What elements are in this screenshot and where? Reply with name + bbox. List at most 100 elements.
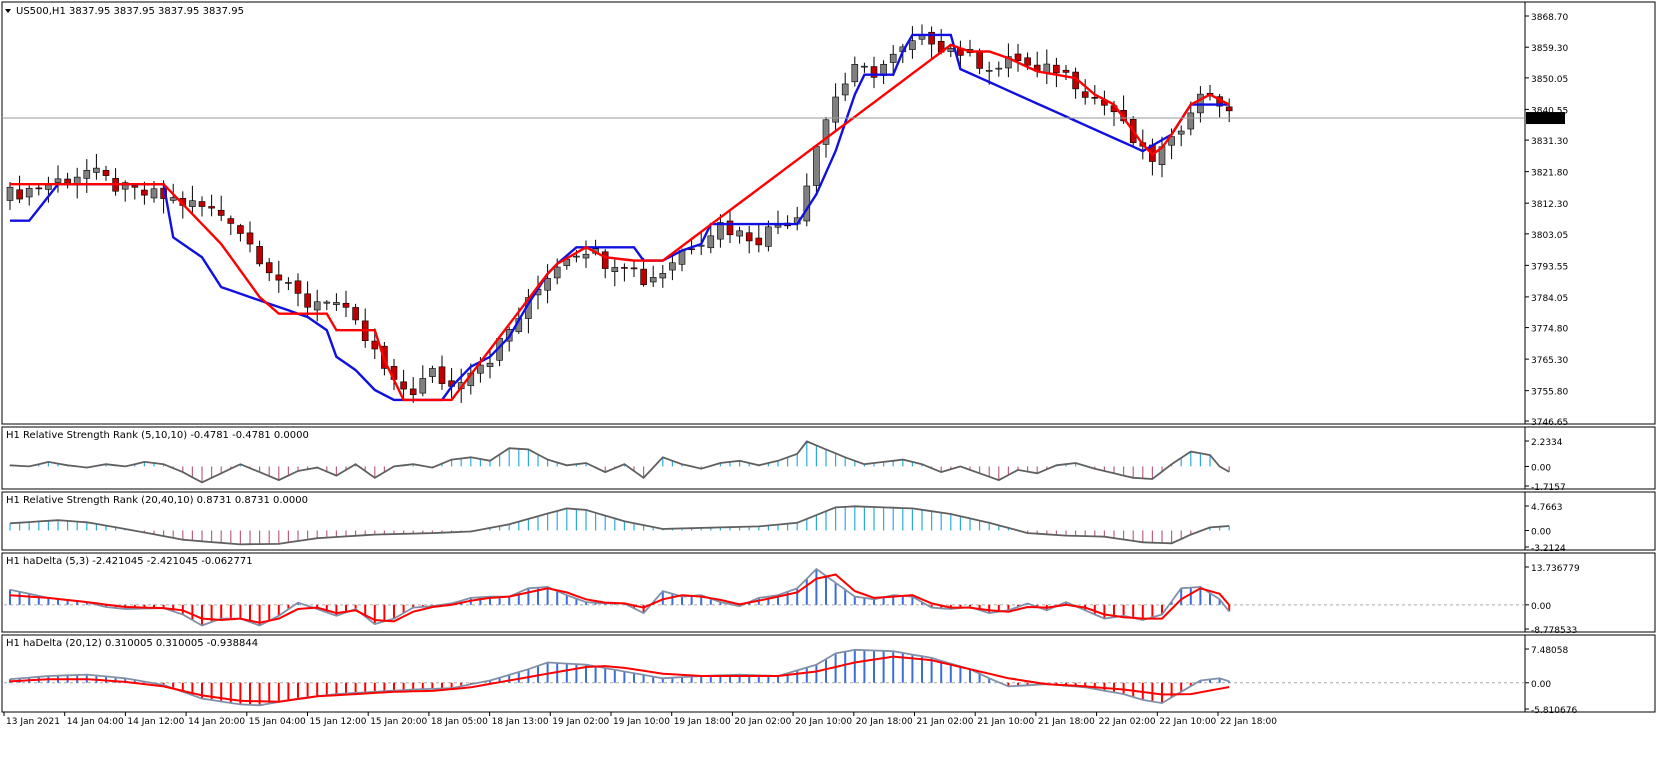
candle-bear [304,293,311,308]
time-tick-label: 13 Jan 2021 [6,717,60,727]
rsr-20-40-10-panel[interactable]: 4.7663 0.00 -3.2124 H1 Relative Strength Ra… [6,495,1566,554]
time-tick-label: 22 Jan 02:00 [1099,717,1156,727]
candle-bear [1053,64,1060,74]
candle-bull [93,167,100,173]
price-tick-label: 3850.05 [1531,75,1568,85]
price-tick-label: 3831.30 [1531,137,1568,147]
candle-bull [285,282,292,284]
candle-bear [1225,106,1233,112]
candle-bear [35,187,43,190]
candle-bull [45,184,52,190]
candle-bull [486,362,494,367]
candle-bear [237,225,244,234]
candle-bear [16,189,23,200]
price-tick-label: 3803.05 [1531,231,1568,241]
candle-bear [265,262,273,274]
time-tick-label: 14 Jan 12:00 [127,717,184,727]
candle-bull [649,277,657,283]
candle-bear [1081,91,1089,98]
candle-bull [553,266,561,279]
indicator-tick-label: 13.736779 [1531,564,1580,574]
time-tick-label: 15 Jan 12:00 [310,717,367,727]
signal-line [9,573,1230,624]
candle-bear [371,340,379,350]
indicator-title: H1 haDelta (20,12) 0.310005 0.310005 -0.… [6,638,258,649]
chart-frame [1,1,1656,713]
time-tick-label: 14 Jan 04:00 [67,717,124,727]
candle-bear [1014,53,1022,62]
indicator-tick-label: 0.00 [1531,527,1551,537]
candle-bear [726,220,734,236]
candle-bull [1187,112,1195,130]
candle-bull [813,146,820,186]
price-tick-label: 3784.05 [1531,294,1568,304]
candle-bull [947,48,955,52]
time-tick-label: 18 Jan 05:00 [431,717,488,727]
time-tick-label: 21 Jan 10:00 [977,717,1034,727]
rsr-5-10-10-panel[interactable]: 2.2334 0.00 -1.7157 H1 Relative Strength Ra… [6,430,1566,493]
time-axis: 13 Jan 2021 14 Jan 04:00 14 Jan 12:00 14 Ja… [3,712,1277,727]
candle-bull [121,182,129,190]
candle-bear [870,66,878,78]
candle-bull [889,53,897,63]
support-line [10,33,1230,402]
price-chart-title: US500,H1 3837.95 3837.95 3837.95 3837.95 [16,6,244,17]
candle-bull [544,278,551,291]
candle-bear [246,232,254,245]
candle-bull [659,273,667,279]
candle-bull [83,170,91,179]
time-tick-label: 20 Jan 02:00 [734,717,791,727]
candle-bull [323,301,331,304]
candle-bear [409,388,417,395]
dropdown-arrow-icon [5,9,11,13]
candle-bear [352,307,359,321]
hadelta-20-12-panel[interactable]: 7.48058 0.00 -5.810676 H1 haDelta (20,12) 0… [4,638,1577,716]
candle-bull [477,364,484,374]
indicator-tick-label: 7.48058 [1531,646,1568,656]
indicator-title: H1 Relative Strength Rank (5,10,10) -0.4… [6,430,309,441]
candle-bear [1091,97,1099,99]
indicator-line [9,648,1230,707]
indicator-line [9,440,1230,484]
time-tick-label: 15 Jan 04:00 [249,717,306,727]
candle-bull [803,185,811,222]
candle-bull [582,253,590,259]
price-panel[interactable]: 3868.70 3859.30 3850.05 3840.55 3831.30 3821.… [2,6,1568,428]
time-tick-label: 21 Jan 18:00 [1038,717,1095,727]
time-tick-label: 21 Jan 02:00 [917,717,974,727]
candle-bear [1062,69,1070,73]
candle-bear [601,251,609,269]
time-tick-label: 19 Jan 18:00 [674,717,731,727]
candle-bull [1005,56,1012,69]
indicator-tick-label: 0.00 [1531,463,1551,473]
candle-bull [717,222,724,240]
time-tick-label: 22 Jan 10:00 [1159,717,1216,727]
hadelta-5-3-panel[interactable]: 13.736779 0.00 -8.778533 H1 haDelta (5,3) -… [4,556,1580,636]
candle-bear [217,209,225,216]
time-tick-label: 18 Jan 13:00 [492,717,549,727]
indicator-tick-label: -1.7157 [1531,483,1566,493]
price-tick-label: 3774.80 [1531,325,1568,335]
candle-bull [1177,130,1185,135]
candle-bear [198,201,206,207]
candle-bear [141,189,148,196]
candle-bear [745,232,753,242]
candle-bull [6,186,14,201]
indicator-tick-label: -3.2124 [1531,544,1566,554]
candle-bear [976,52,983,69]
candle-bull [765,226,772,247]
candle-bear [640,268,647,286]
candle-bull [189,200,196,207]
candle-bull [822,119,830,145]
time-tick-label: 20 Jan 18:00 [856,717,913,727]
time-tick-label: 19 Jan 02:00 [552,717,609,727]
candle-bull [150,188,158,199]
price-tick-label: 3840.55 [1531,106,1568,116]
candle-bear [342,302,350,308]
candle-bull [774,224,782,228]
candle-bear [928,31,935,45]
price-tick-label: 3793.55 [1531,262,1568,272]
candle-bear [64,178,71,184]
indicator-tick-label: 0.00 [1531,680,1551,690]
